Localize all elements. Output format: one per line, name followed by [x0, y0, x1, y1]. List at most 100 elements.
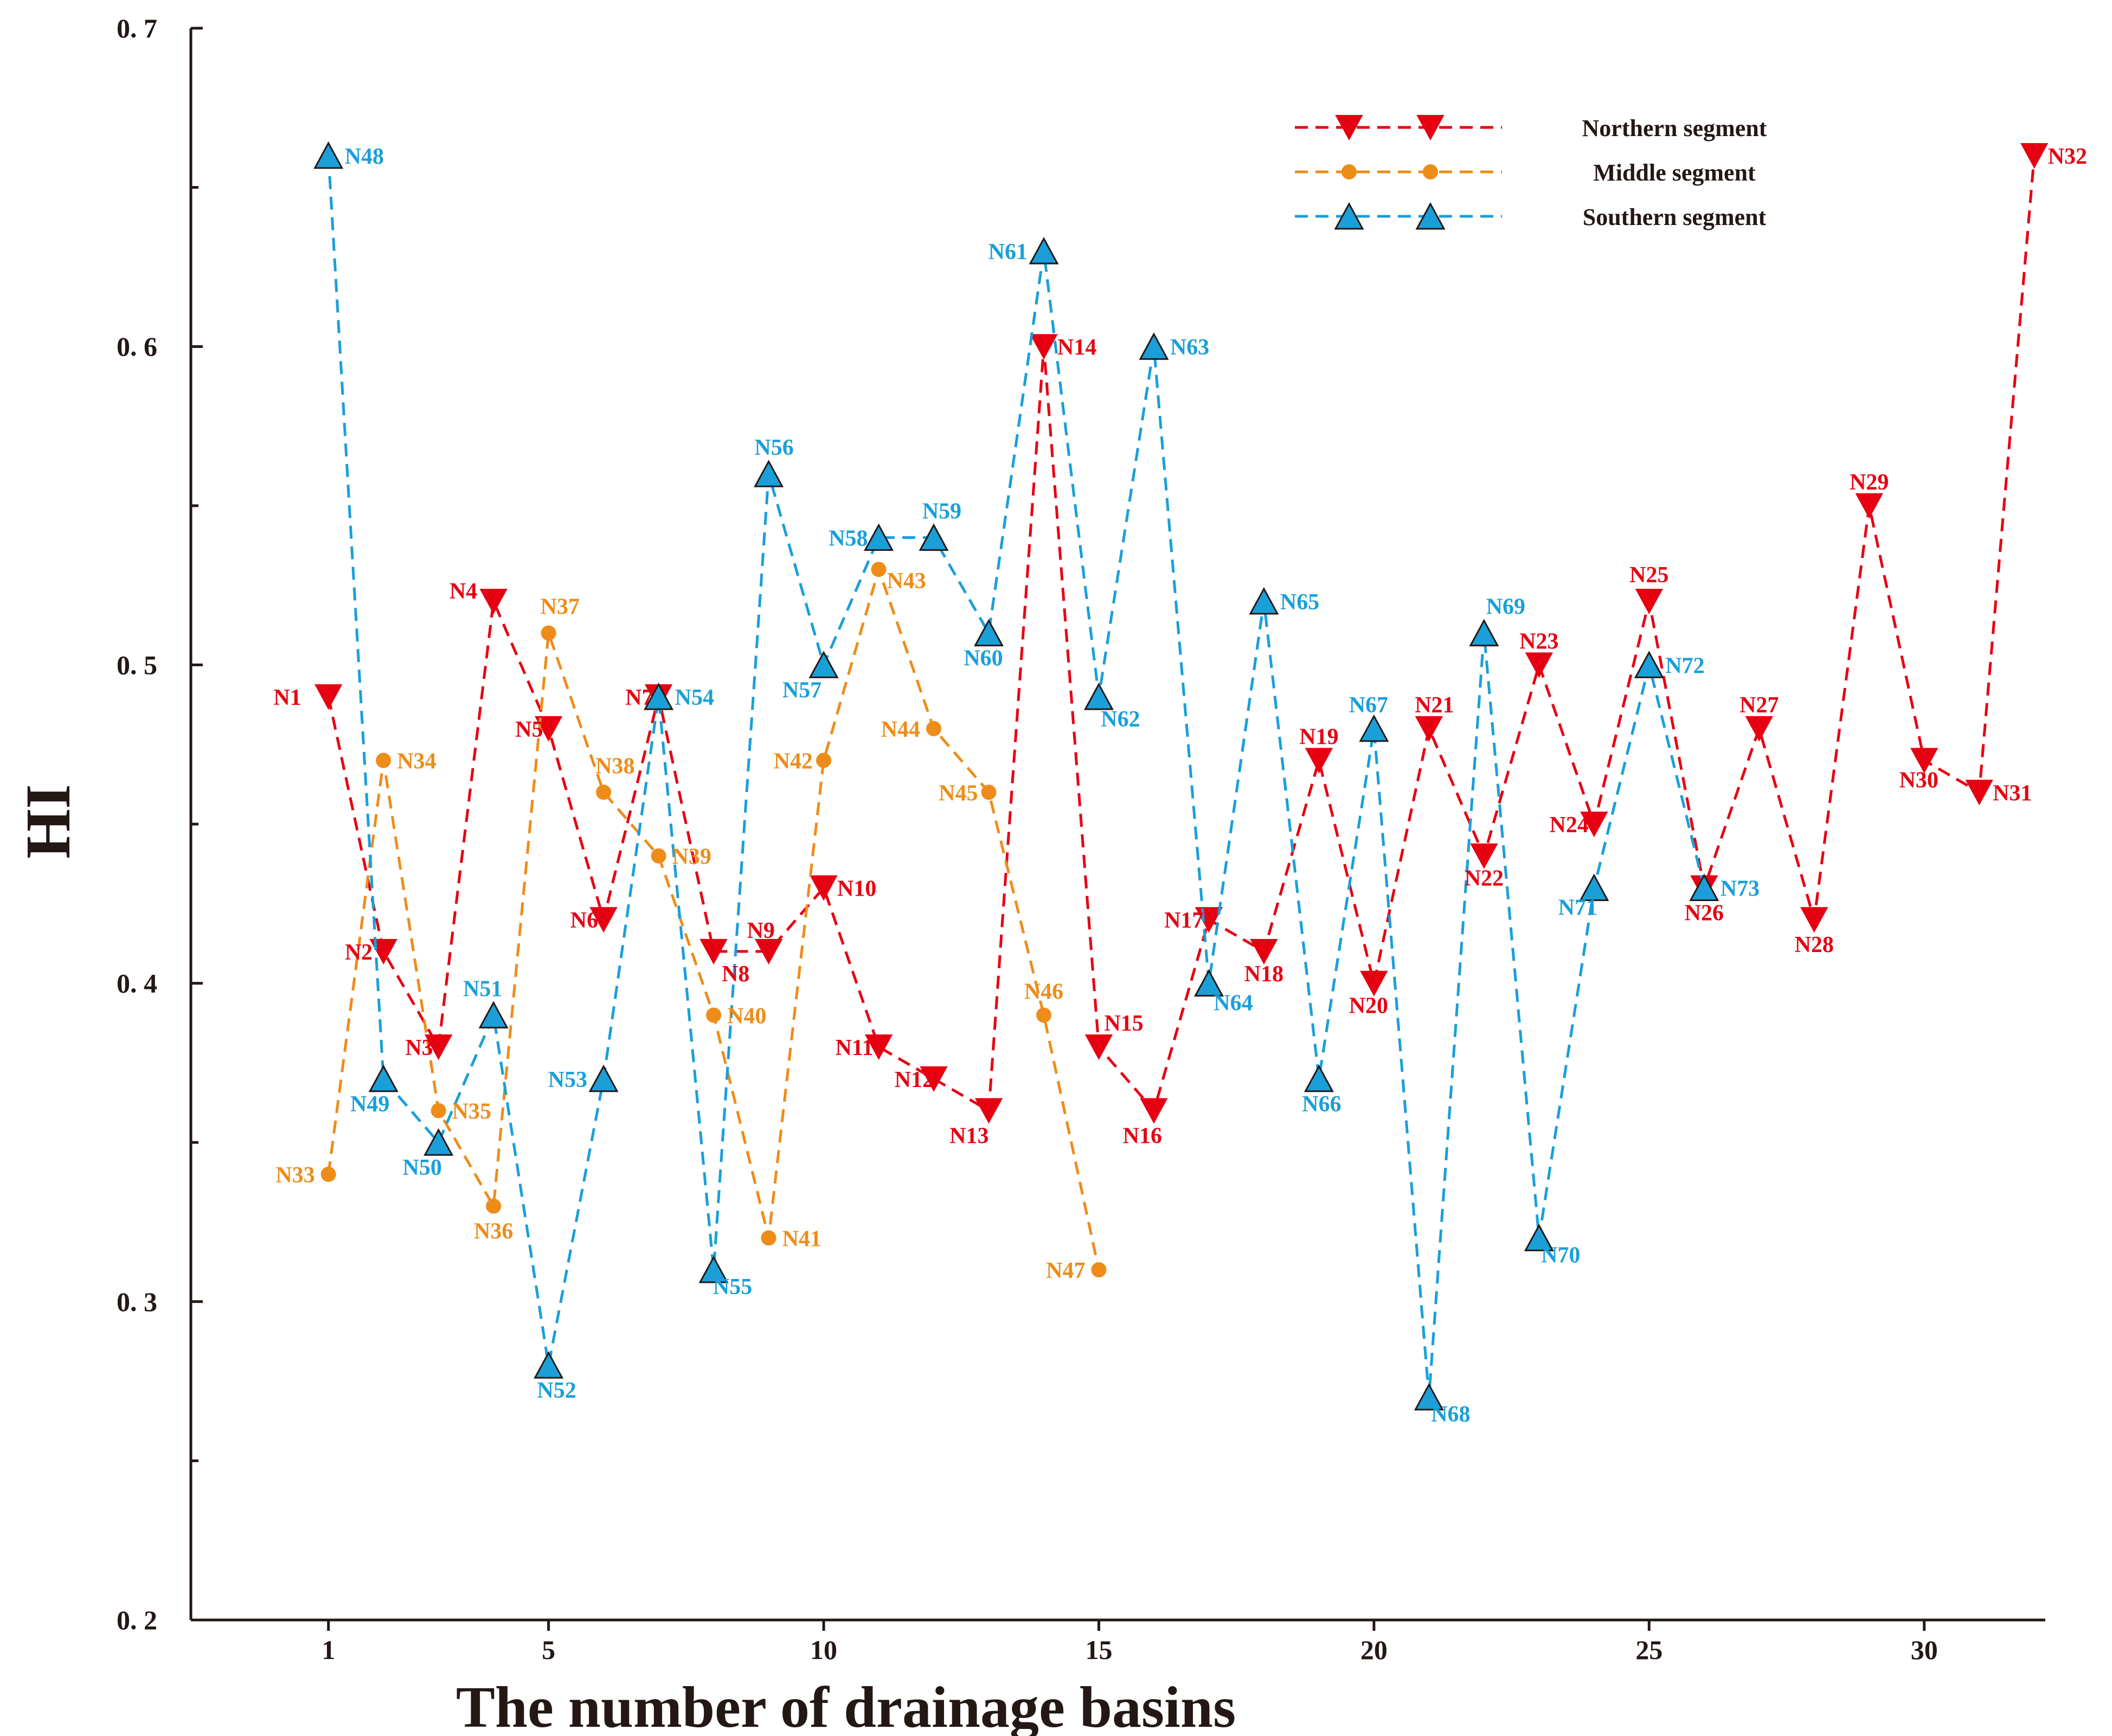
data-label-n1: N1 [273, 685, 301, 710]
data-point-n33 [320, 1166, 336, 1182]
axes [189, 28, 2045, 1622]
data-label-n69: N69 [1486, 595, 1525, 620]
data-label-n58: N58 [829, 526, 868, 551]
data-point-n68 [1414, 1383, 1444, 1411]
data-label-n50: N50 [403, 1155, 442, 1180]
data-label-n43: N43 [887, 569, 926, 594]
data-point-n73 [1689, 873, 1719, 901]
x-tick-label: 1 [322, 1635, 335, 1665]
data-point-n4 [479, 588, 508, 615]
data-label-n68: N68 [1431, 1402, 1470, 1427]
data-label-n10: N10 [837, 876, 876, 901]
data-point-n70 [1524, 1224, 1554, 1251]
data-label-n33: N33 [275, 1163, 314, 1188]
data-point-n47 [1091, 1262, 1107, 1278]
data-label-n34: N34 [397, 749, 436, 774]
legend-marker [1341, 164, 1357, 179]
data-label-n57: N57 [782, 678, 821, 703]
data-label-n66: N66 [1302, 1092, 1341, 1117]
data-label-n19: N19 [1299, 725, 1338, 750]
series-layer [313, 141, 2049, 1411]
data-point-n57 [808, 651, 839, 678]
data-point-n39 [651, 848, 666, 864]
axis-ticks: 0. 20. 30. 40. 50. 60. 71 5 10 15 20 25 30 [117, 13, 1938, 1665]
data-label-n60: N60 [964, 646, 1003, 671]
y-tick-label: 0. 6 [117, 331, 157, 362]
data-label-n27: N27 [1739, 693, 1779, 718]
data-point-n19 [1305, 748, 1333, 774]
data-point-n2 [369, 938, 397, 965]
data-label-n62: N62 [1101, 707, 1140, 732]
series-line [327, 564, 1100, 1270]
data-point-n15 [1084, 1034, 1113, 1060]
data-point-n32 [2020, 143, 2049, 169]
data-label-n14: N14 [1057, 335, 1096, 360]
data-label-n42: N42 [774, 749, 813, 774]
data-point-n54 [644, 682, 674, 710]
data-label-n70: N70 [1541, 1243, 1580, 1268]
data-point-n21 [1415, 716, 1443, 742]
x-tick-label: 5 [542, 1635, 555, 1665]
data-point-n37 [541, 625, 556, 641]
data-point-n43 [871, 562, 887, 577]
data-label-n36: N36 [474, 1219, 513, 1244]
data-label-n16: N16 [1123, 1123, 1162, 1148]
data-label-n44: N44 [881, 717, 920, 742]
x-tick-label: 20 [1360, 1635, 1388, 1665]
data-label-n46: N46 [1024, 979, 1063, 1004]
data-label-n63: N63 [1170, 335, 1209, 360]
data-label-n4: N4 [450, 579, 477, 604]
data-label-n25: N25 [1629, 563, 1668, 588]
data-label-n32: N32 [2048, 144, 2087, 169]
data-label-n26: N26 [1685, 901, 1724, 925]
legend-marker [1415, 202, 1446, 230]
data-label-n18: N18 [1244, 962, 1283, 987]
series-line [327, 155, 1706, 1398]
y-tick-label: 0. 4 [117, 968, 157, 999]
data-label-n22: N22 [1465, 866, 1504, 891]
data-point-n9 [754, 938, 783, 965]
legend-item: Northern segment [1295, 115, 1767, 142]
data-point-n10 [810, 875, 838, 901]
data-label-n47: N47 [1046, 1258, 1085, 1283]
data-label-n59: N59 [922, 499, 961, 524]
data-label-n64: N64 [1214, 991, 1253, 1016]
data-point-n36 [486, 1198, 502, 1214]
data-point-n24 [1580, 812, 1608, 838]
data-label-n51: N51 [463, 976, 502, 1001]
data-point-n44 [926, 721, 942, 736]
data-point-n35 [431, 1103, 446, 1118]
data-point-n49 [368, 1064, 399, 1092]
data-label-n54: N54 [675, 685, 714, 710]
data-point-n72 [1634, 651, 1664, 678]
data-point-n55 [698, 1255, 729, 1283]
data-point-n23 [1525, 652, 1553, 678]
data-point-n66 [1304, 1064, 1334, 1092]
data-point-n3 [424, 1034, 453, 1060]
data-label-n11: N11 [836, 1036, 874, 1060]
data-label-n29: N29 [1850, 470, 1889, 495]
legend-label: Middle segment [1593, 159, 1756, 186]
x-tick-label: 10 [810, 1635, 837, 1665]
legend-marker [1416, 115, 1445, 141]
data-point-n16 [1140, 1098, 1168, 1124]
data-label-n35: N35 [452, 1099, 491, 1124]
x-tick-label: 15 [1085, 1635, 1112, 1665]
data-label-n72: N72 [1665, 653, 1704, 678]
data-label-n8: N8 [722, 962, 749, 987]
data-label-n53: N53 [548, 1068, 587, 1092]
data-label-n17: N17 [1164, 908, 1203, 933]
x-tick-label: 25 [1635, 1635, 1662, 1665]
data-point-n52 [534, 1351, 564, 1379]
data-point-n61 [1029, 236, 1059, 265]
y-axis-title: HI [12, 784, 84, 859]
data-label-n31: N31 [1993, 781, 2032, 806]
data-point-n60 [973, 619, 1004, 647]
data-label-n49: N49 [350, 1092, 389, 1117]
legend-item: Southern segment [1295, 202, 1767, 230]
data-point-n25 [1635, 588, 1664, 615]
data-point-n45 [981, 785, 997, 800]
data-point-n20 [1360, 970, 1388, 996]
data-label-n21: N21 [1415, 693, 1454, 718]
data-point-n5 [534, 716, 563, 742]
